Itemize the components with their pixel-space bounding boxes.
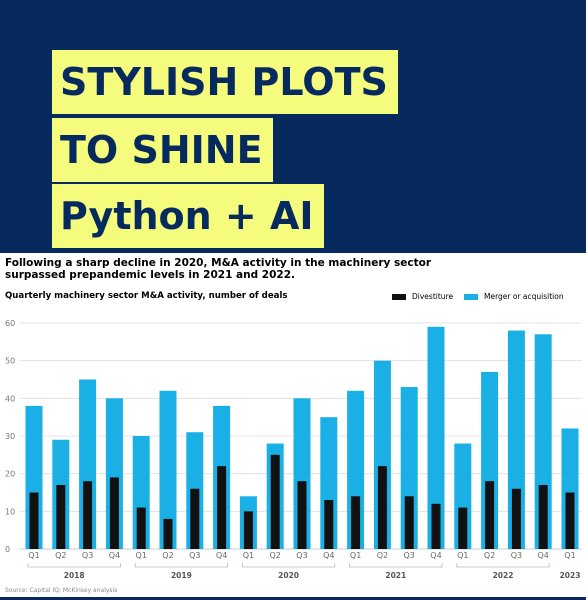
x-tick-label: Q3 <box>296 551 307 560</box>
bar-divestiture <box>351 496 361 549</box>
x-tick-label: Q4 <box>430 551 441 560</box>
bar-divestiture <box>190 488 200 549</box>
legend-item-divestiture: Divestiture <box>392 292 453 301</box>
year-bracket <box>134 563 228 568</box>
source-note: Source: Capital IQ; McKinsey analysis <box>5 587 118 594</box>
year-bracket <box>242 563 336 568</box>
year-bracket <box>349 563 443 568</box>
bar-divestiture <box>485 481 495 549</box>
bar-divestiture <box>377 466 387 549</box>
headline-line-3: Python + AI <box>52 184 324 248</box>
x-tick-label: Q4 <box>216 551 227 560</box>
legend-item-merger: Merger or acquisition <box>464 292 564 301</box>
bar-divestiture <box>243 511 253 549</box>
year-label: 2020 <box>278 571 299 580</box>
y-tick-label: 50 <box>5 357 15 366</box>
x-tick-label: Q1 <box>243 551 254 560</box>
bar-divestiture <box>431 503 441 549</box>
x-tick-label: Q1 <box>457 551 468 560</box>
x-tick-label: Q2 <box>162 551 173 560</box>
year-bracket <box>27 563 121 568</box>
bar-divestiture <box>404 496 414 549</box>
x-tick-label: Q4 <box>109 551 120 560</box>
y-tick-label: 10 <box>5 507 15 516</box>
bar-divestiture <box>458 507 468 549</box>
legend-swatch-merger <box>464 293 478 300</box>
bar-divestiture <box>163 518 173 549</box>
x-tick-label: Q1 <box>136 551 147 560</box>
bar-divestiture <box>109 477 119 549</box>
bar-merger-acquisition <box>159 390 177 549</box>
bar-divestiture <box>29 492 39 549</box>
y-tick-label: 30 <box>5 432 15 441</box>
legend-label-merger: Merger or acquisition <box>484 292 564 301</box>
y-tick-label: 20 <box>5 470 15 479</box>
bar-divestiture <box>56 484 66 549</box>
x-tick-label: Q2 <box>270 551 281 560</box>
bar-divestiture <box>324 500 334 549</box>
legend-label-divestiture: Divestiture <box>412 292 454 301</box>
x-tick-label: Q2 <box>377 551 388 560</box>
legend-swatch-divestiture <box>392 293 406 300</box>
year-label: 2022 <box>493 571 514 580</box>
year-label: 2018 <box>64 571 85 580</box>
x-tick-label: Q4 <box>323 551 334 560</box>
bar-divestiture <box>83 481 93 549</box>
year-label: 2023 <box>560 571 581 580</box>
year-label: 2019 <box>171 571 192 580</box>
x-tick-label: Q4 <box>538 551 549 560</box>
bottom-rule <box>0 597 586 600</box>
x-tick-label: Q3 <box>511 551 522 560</box>
x-tick-label: Q3 <box>82 551 93 560</box>
y-tick-label: 60 <box>5 319 15 328</box>
header-banner: STYLISH PLOTS TO SHINE Python + AI <box>0 0 586 253</box>
y-tick-label: 40 <box>5 394 15 403</box>
bar-divestiture <box>538 484 548 549</box>
bar-divestiture <box>136 507 146 549</box>
x-tick-label: Q1 <box>564 551 575 560</box>
year-bracket <box>456 563 550 568</box>
chart-subtitle: Following a sharp decline in 2020, M&A a… <box>5 257 432 281</box>
bar-divestiture <box>270 454 280 549</box>
bar-divestiture <box>565 492 575 549</box>
chart-title: Quarterly machinery sector M&A activity,… <box>5 291 288 301</box>
x-tick-label: Q2 <box>484 551 495 560</box>
year-label: 2021 <box>385 571 406 580</box>
bar-divestiture <box>297 481 307 549</box>
x-tick-label: Q3 <box>404 551 415 560</box>
headline-line-1: STYLISH PLOTS <box>52 50 398 114</box>
x-tick-label: Q2 <box>55 551 66 560</box>
x-tick-label: Q1 <box>28 551 39 560</box>
y-tick-label: 0 <box>5 545 10 554</box>
headline-line-2: TO SHINE <box>52 118 273 182</box>
x-tick-label: Q3 <box>189 551 200 560</box>
x-tick-label: Q1 <box>350 551 361 560</box>
bar-merger-acquisition <box>427 326 445 549</box>
bar-divestiture <box>511 488 521 549</box>
bar-divestiture <box>217 466 227 549</box>
